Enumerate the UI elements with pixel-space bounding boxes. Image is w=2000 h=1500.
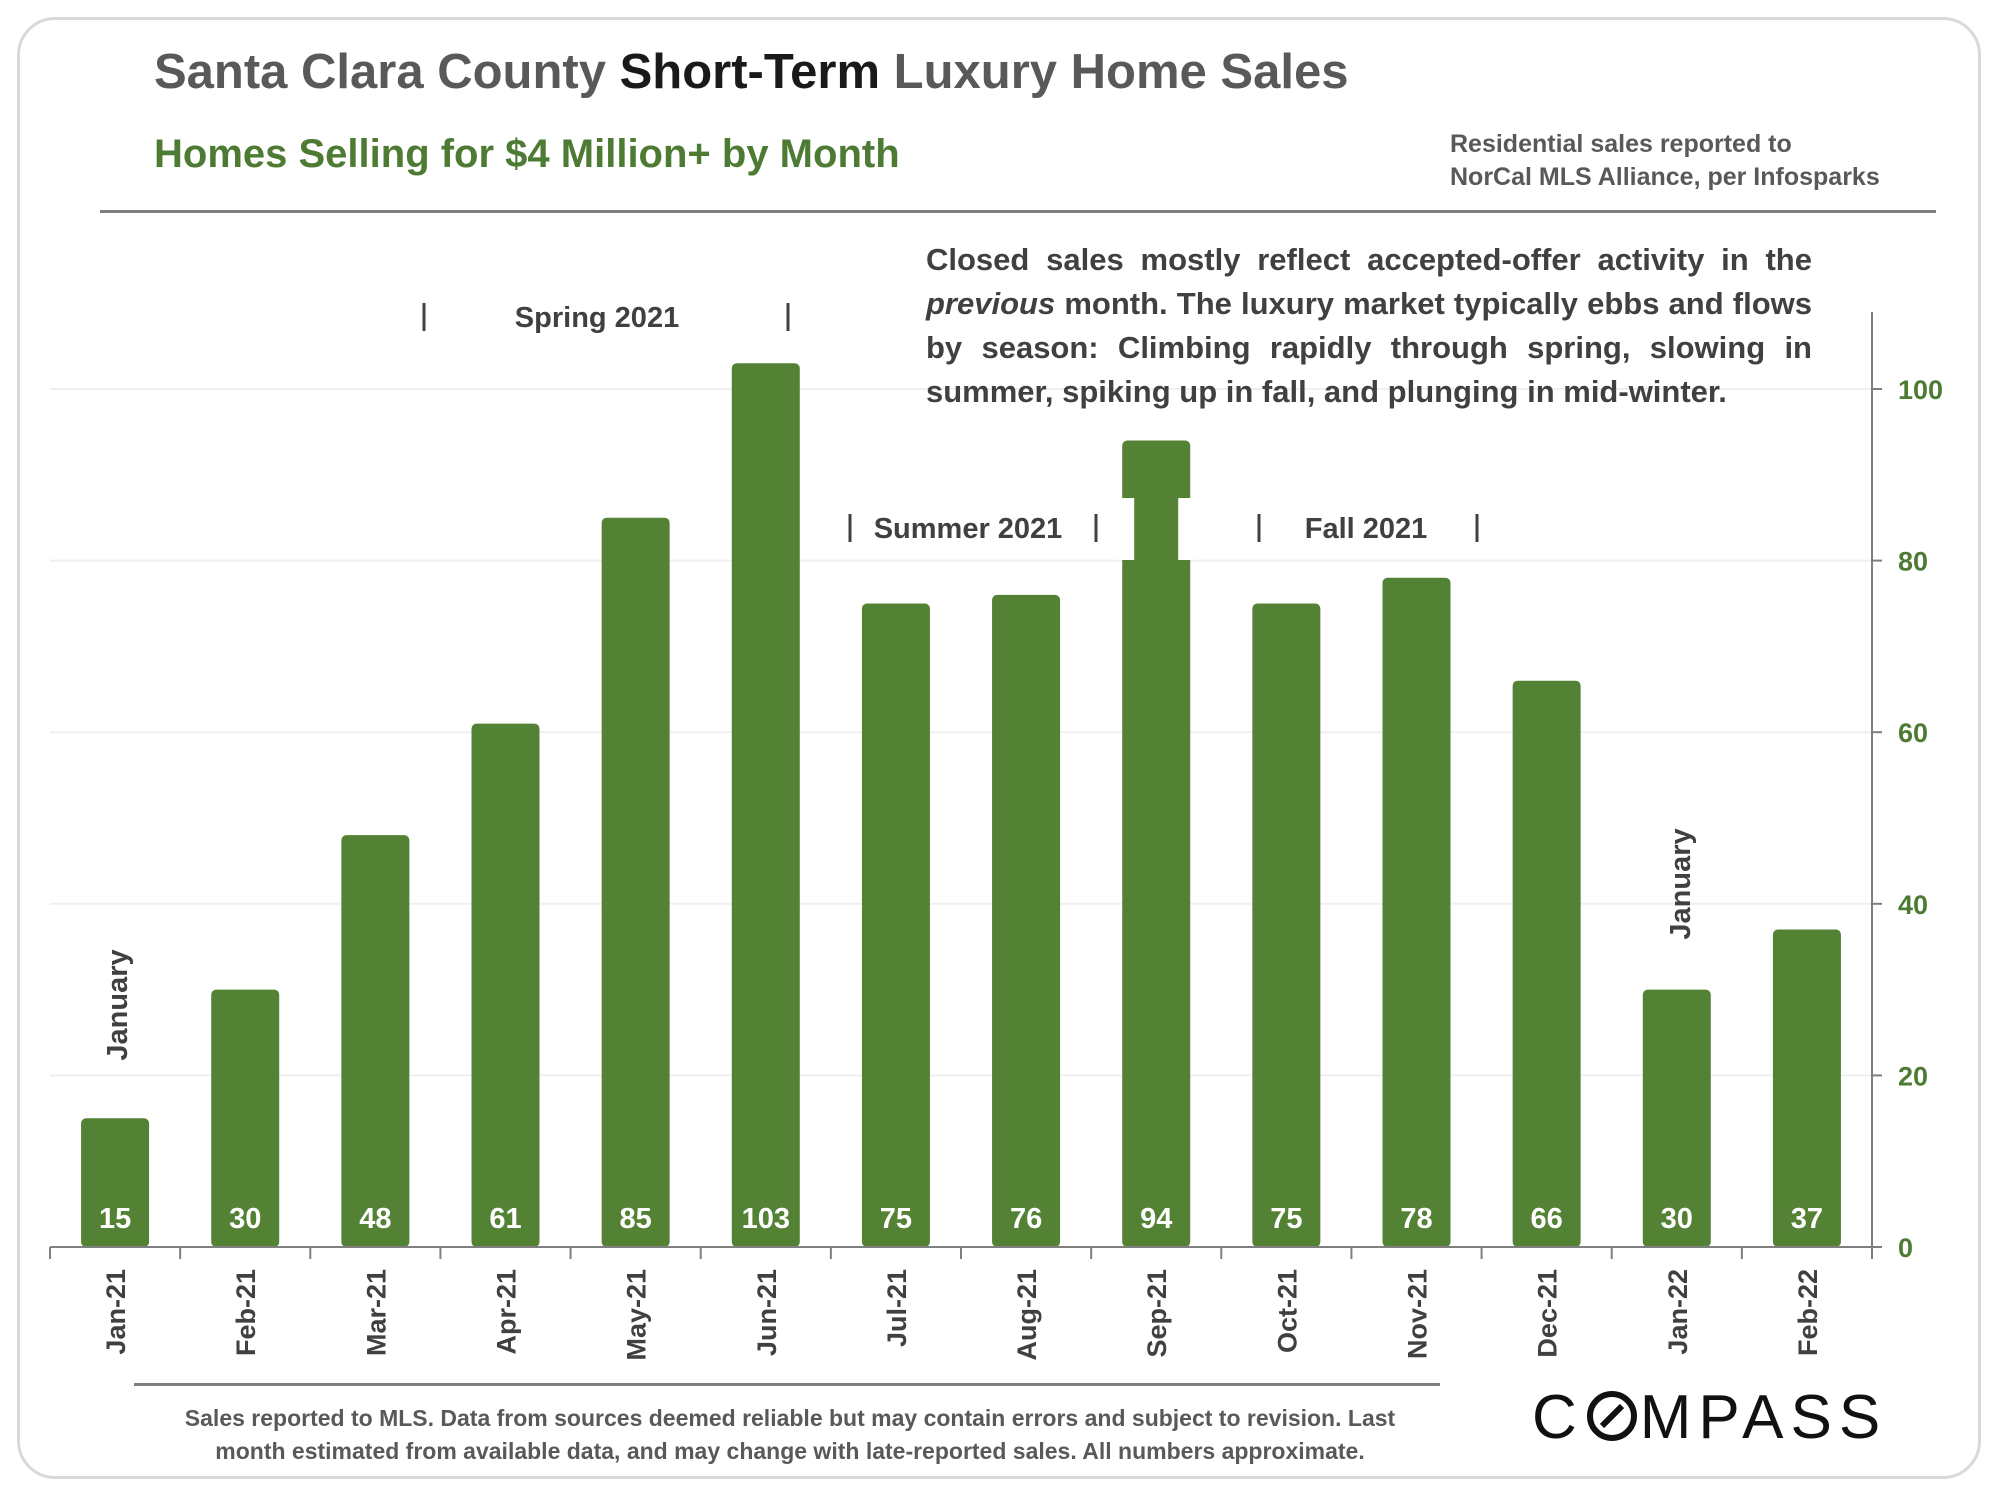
- bar-connector: [1134, 498, 1179, 560]
- x-tick-label: Feb-22: [1793, 1269, 1823, 1356]
- january-label: January: [102, 949, 134, 1060]
- footer-divider: [134, 1383, 1440, 1386]
- y-tick-label: 80: [1898, 547, 1928, 577]
- chart-title: Santa Clara County Short-Term Luxury Hom…: [154, 44, 1348, 100]
- y-tick-label: 0: [1898, 1233, 1913, 1263]
- source-line-2: NorCal MLS Alliance, per Infosparks: [1450, 163, 1880, 191]
- bar: [1512, 680, 1581, 1247]
- bar: [731, 363, 800, 1247]
- bar: [601, 517, 670, 1247]
- x-tick-label: Nov-21: [1403, 1269, 1433, 1359]
- note-text-1: Closed sales mostly reflect accepted-off…: [926, 242, 1812, 277]
- bar-value-label: 94: [1140, 1203, 1172, 1235]
- x-tick-label: Apr-21: [492, 1269, 522, 1355]
- note-emphasis: previous: [926, 286, 1056, 321]
- bar-value-label: 76: [1010, 1203, 1042, 1235]
- bar: [1252, 603, 1321, 1247]
- bar: [1772, 929, 1841, 1247]
- bar-value-label: 30: [1661, 1203, 1693, 1235]
- y-tick-label: 20: [1898, 1061, 1928, 1091]
- bar: [211, 989, 280, 1247]
- bar-value-label: 85: [620, 1203, 652, 1235]
- x-tick-label: Jun-21: [752, 1269, 782, 1356]
- footer-disclaimer: Sales reported to MLS. Data from sources…: [120, 1402, 1460, 1468]
- x-tick-label: Jan-22: [1663, 1269, 1693, 1355]
- footer-line-2: month estimated from available data, and…: [215, 1438, 1365, 1464]
- grid-lines: [50, 388, 1872, 1077]
- source-line-1: Residential sales reported to: [1450, 130, 1792, 158]
- axes: 0 20 40 60 80 100 Jan-21 Feb-21 Mar-21 Apr-21 May-…: [49, 312, 1943, 1361]
- bar-value-label: 66: [1531, 1203, 1563, 1235]
- bar: [861, 603, 930, 1247]
- annotations: Spring 2021 Summer 2021 Fall 2021 January Ja…: [102, 302, 1697, 1061]
- bar: [992, 594, 1061, 1247]
- x-tick-label: Dec-21: [1533, 1269, 1563, 1358]
- bar-value-label: 103: [742, 1203, 790, 1235]
- y-tick-label: 60: [1898, 718, 1928, 748]
- bar: [1122, 440, 1191, 1248]
- bar-value-label: 37: [1791, 1203, 1823, 1235]
- bar-value-label: 48: [359, 1203, 391, 1235]
- y-tick-label: 40: [1898, 890, 1928, 920]
- note-text-2: month. The luxury market typically ebbs …: [926, 286, 1812, 409]
- season-label: Fall 2021: [1305, 513, 1428, 545]
- january-label: January: [1665, 828, 1697, 939]
- x-tick-label: Feb-21: [231, 1269, 261, 1356]
- bar-value-label: 30: [229, 1203, 261, 1235]
- compass-logo: C MPASS: [1532, 1382, 1887, 1453]
- bar: [341, 835, 410, 1247]
- title-prefix: Santa Clara County: [154, 45, 620, 99]
- season-label: Spring 2021: [515, 302, 679, 334]
- x-tick-label: Oct-21: [1272, 1269, 1302, 1353]
- x-tick-label: May-21: [622, 1269, 652, 1361]
- bar-value-label: 78: [1400, 1203, 1432, 1235]
- bar: [81, 1118, 150, 1247]
- bar: [471, 723, 540, 1247]
- commentary-note: Closed sales mostly reflect accepted-off…: [926, 238, 1812, 414]
- source-note: Residential sales reported to NorCal MLS…: [1450, 128, 1880, 194]
- bar-value-label: 75: [1270, 1203, 1302, 1235]
- x-tick-label: Sep-21: [1142, 1269, 1172, 1358]
- x-tick-label: Aug-21: [1012, 1269, 1042, 1361]
- chart-subtitle: Homes Selling for $4 Million+ by Month: [154, 132, 900, 176]
- bar-value-label: 75: [880, 1203, 912, 1235]
- logo-letter-c: C: [1532, 1383, 1584, 1452]
- header-divider: [100, 210, 1936, 213]
- bar: [1382, 577, 1451, 1247]
- y-tick-label: 100: [1898, 375, 1943, 405]
- bar: [1642, 989, 1711, 1247]
- title-suffix: Luxury Home Sales: [880, 45, 1349, 99]
- logo-letters-mpass: MPASS: [1639, 1383, 1888, 1452]
- season-label: Summer 2021: [874, 513, 1063, 545]
- bar-value-label: 61: [489, 1203, 521, 1235]
- x-tick-label: Mar-21: [361, 1269, 391, 1356]
- logo-o-icon: [1586, 1391, 1637, 1441]
- footer-line-1: Sales reported to MLS. Data from sources…: [184, 1405, 1396, 1431]
- bar-value-label: 15: [99, 1203, 131, 1235]
- x-tick-label: Jan-21: [101, 1269, 131, 1355]
- x-tick-label: Jul-21: [882, 1269, 912, 1347]
- bars: 15 30 48 61 85 103 75 76 94 75 78 66 30 37: [81, 363, 1841, 1248]
- title-emphasis: Short-Term: [619, 45, 881, 99]
